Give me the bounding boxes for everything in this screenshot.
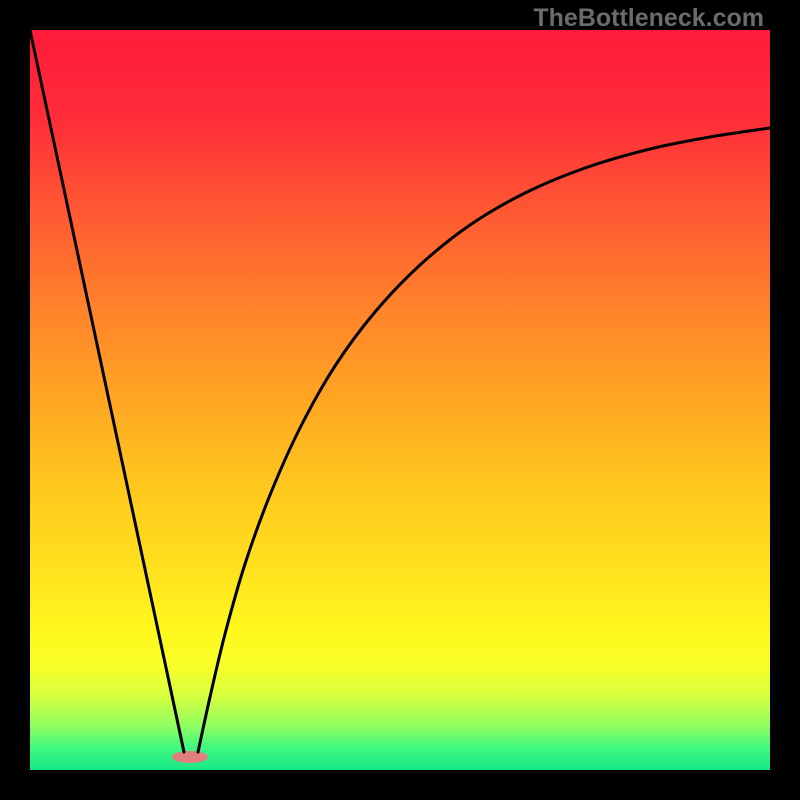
curve-left-leg — [30, 30, 184, 752]
watermark-text: TheBottleneck.com — [533, 4, 764, 33]
plot-area — [30, 30, 770, 770]
curve-right-leg — [198, 128, 770, 752]
chart-container: TheBottleneck.com — [0, 0, 800, 800]
curve-layer — [30, 30, 770, 770]
valley-marker — [172, 751, 208, 763]
